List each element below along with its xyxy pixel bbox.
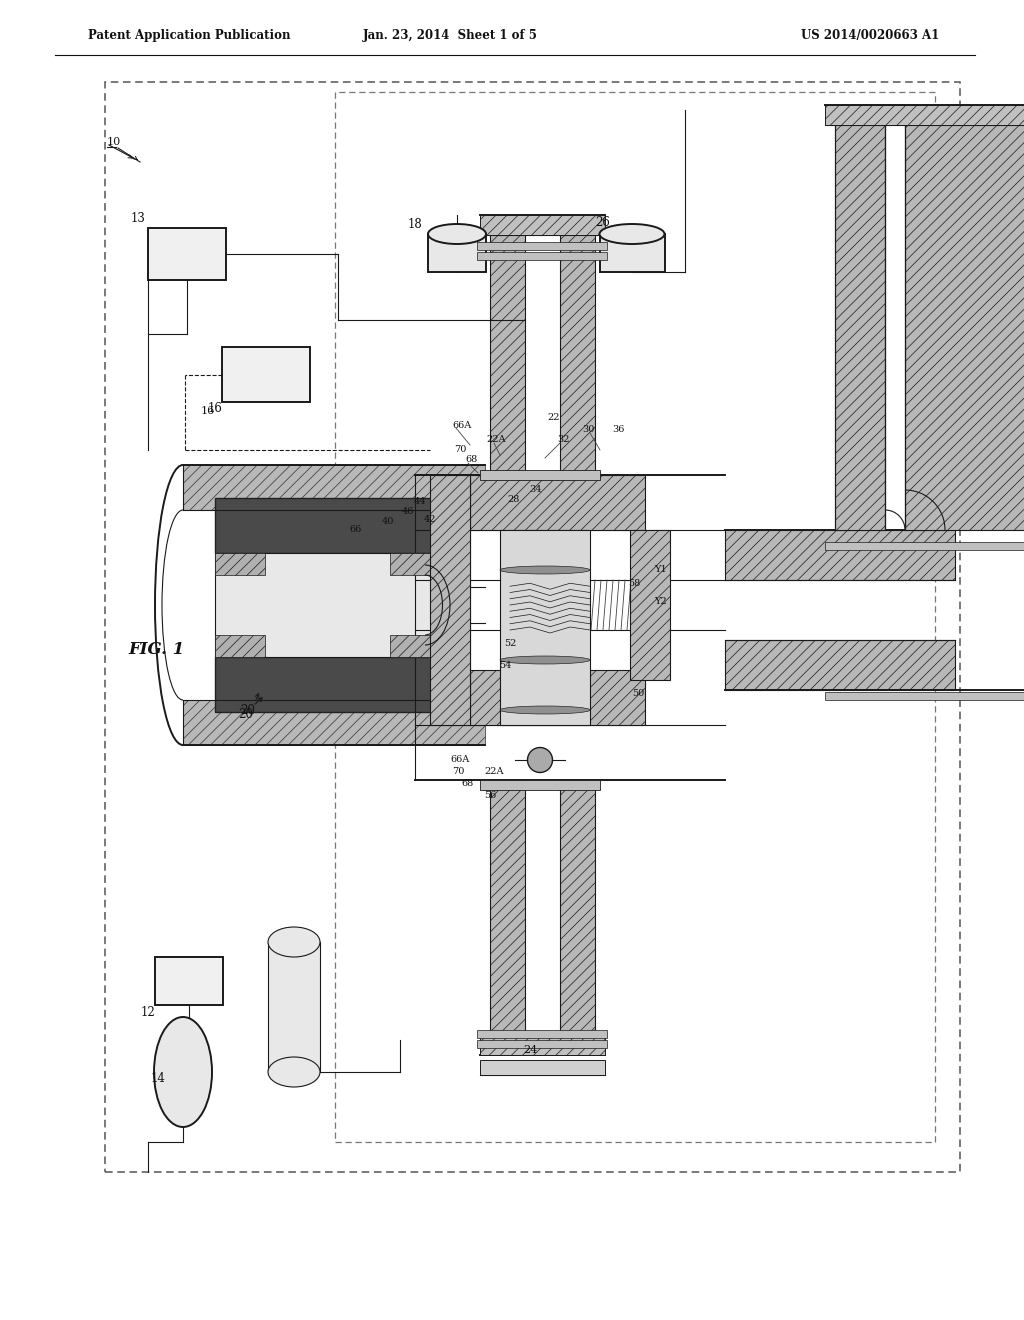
Text: FIG. 1: FIG. 1: [128, 642, 184, 659]
Bar: [600, 234, 665, 272]
Bar: [105, 82, 961, 1172]
Text: 34: 34: [529, 486, 543, 495]
Text: 22: 22: [548, 413, 560, 422]
Text: 30: 30: [582, 425, 594, 434]
Text: Jan. 23, 2014  Sheet 1 of 5: Jan. 23, 2014 Sheet 1 of 5: [362, 29, 538, 42]
Bar: [390, 553, 440, 576]
Ellipse shape: [500, 656, 590, 664]
Text: 68: 68: [462, 780, 474, 788]
Bar: [477, 1040, 607, 1048]
Bar: [477, 242, 607, 249]
Bar: [268, 942, 319, 1072]
Bar: [470, 475, 645, 531]
Text: 40: 40: [382, 517, 394, 527]
Text: 24: 24: [523, 1045, 538, 1055]
Text: US 2014/0020663 A1: US 2014/0020663 A1: [801, 29, 939, 42]
Ellipse shape: [154, 1016, 212, 1127]
Text: Y1: Y1: [653, 565, 667, 574]
Text: 16: 16: [208, 401, 222, 414]
Text: 58: 58: [628, 579, 640, 589]
Text: 16: 16: [201, 407, 215, 416]
Bar: [490, 215, 525, 475]
Bar: [183, 700, 485, 744]
Bar: [477, 252, 607, 260]
Text: 66A: 66A: [451, 755, 470, 764]
Bar: [630, 531, 670, 680]
Text: 66: 66: [350, 525, 362, 535]
Bar: [222, 347, 310, 403]
Bar: [470, 671, 645, 725]
Bar: [480, 215, 605, 235]
Bar: [148, 228, 226, 280]
Text: 46: 46: [401, 507, 414, 516]
Text: 18: 18: [408, 219, 422, 231]
Bar: [725, 640, 955, 690]
Bar: [428, 234, 486, 272]
Text: 54: 54: [499, 661, 511, 671]
Text: 14: 14: [151, 1072, 166, 1085]
Bar: [835, 110, 885, 531]
Text: 56: 56: [484, 792, 496, 800]
Bar: [215, 553, 265, 576]
Ellipse shape: [268, 927, 319, 957]
Bar: [825, 692, 1024, 700]
Bar: [560, 215, 595, 475]
Text: 44: 44: [414, 498, 426, 507]
Bar: [215, 498, 440, 553]
Text: 50: 50: [632, 689, 644, 698]
Text: 22A: 22A: [484, 767, 504, 776]
Bar: [435, 587, 447, 623]
Bar: [215, 635, 265, 657]
Text: Y2: Y2: [653, 598, 667, 606]
Bar: [155, 957, 223, 1005]
Bar: [480, 1035, 605, 1055]
Ellipse shape: [599, 224, 665, 244]
Text: 13: 13: [131, 211, 145, 224]
Text: 10: 10: [106, 137, 121, 147]
Text: 20: 20: [241, 704, 255, 717]
Text: 28: 28: [508, 495, 520, 504]
Text: 52: 52: [504, 639, 516, 648]
Ellipse shape: [500, 706, 590, 714]
Text: 12: 12: [140, 1006, 156, 1019]
Bar: [480, 1060, 605, 1074]
Text: 32: 32: [558, 436, 570, 445]
Bar: [480, 780, 600, 789]
Bar: [215, 553, 440, 657]
Bar: [430, 475, 470, 725]
Text: 70: 70: [454, 446, 466, 454]
Text: 22A: 22A: [486, 436, 506, 445]
Text: 20: 20: [239, 708, 253, 721]
Bar: [825, 106, 1024, 125]
Bar: [725, 531, 955, 579]
Ellipse shape: [527, 747, 553, 772]
Text: 68: 68: [466, 455, 478, 465]
Text: 42: 42: [424, 516, 436, 524]
Text: 70: 70: [452, 767, 464, 776]
Bar: [390, 635, 440, 657]
Text: 36: 36: [611, 425, 625, 434]
Ellipse shape: [428, 224, 486, 244]
Bar: [500, 531, 590, 725]
Ellipse shape: [500, 566, 590, 574]
Bar: [480, 470, 600, 480]
Bar: [215, 657, 440, 711]
Bar: [183, 465, 485, 510]
Ellipse shape: [268, 1057, 319, 1086]
Bar: [490, 780, 525, 1040]
Text: Patent Application Publication: Patent Application Publication: [88, 29, 291, 42]
Bar: [905, 110, 1024, 531]
Text: 26: 26: [595, 215, 610, 228]
Bar: [825, 543, 1024, 550]
Bar: [335, 92, 935, 1142]
Text: 66A: 66A: [453, 421, 472, 429]
Bar: [477, 1030, 607, 1038]
Bar: [560, 780, 595, 1040]
